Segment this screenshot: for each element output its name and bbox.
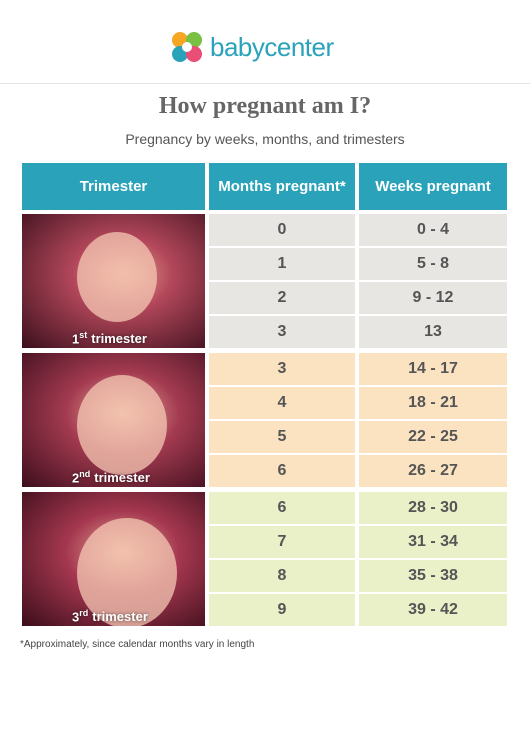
trimester-image: 1st trimester	[22, 214, 205, 348]
title: How pregnant am I?	[158, 93, 372, 119]
column-header: Weeks pregnant	[359, 163, 507, 210]
footnote: *Approximately, since calendar months va…	[20, 639, 255, 650]
fetus-shape	[77, 518, 177, 626]
weeks-cell: 35 - 38	[359, 560, 507, 592]
trimester-label-part: 3	[72, 609, 80, 624]
weeks-cell: 13	[359, 316, 507, 348]
separator	[0, 83, 530, 84]
logo-icon	[172, 32, 202, 62]
weeks-cell: 9 - 12	[359, 282, 507, 314]
trimester-image: 2nd trimester	[22, 353, 205, 487]
logo-text: babycenter	[210, 32, 334, 62]
trimester-label-part: trimester	[92, 609, 148, 624]
trimester-image: 3rd trimester	[22, 492, 205, 626]
weeks-cell: 14 - 17	[359, 353, 507, 385]
weeks-cell: 28 - 30	[359, 492, 507, 524]
weeks-cell: 26 - 27	[359, 455, 507, 487]
weeks-cell: 18 - 21	[359, 387, 507, 419]
months-cell: 3	[209, 316, 355, 348]
trimester-label: 1st trimester	[72, 330, 147, 346]
months-cell: 9	[209, 594, 355, 626]
trimester-label-part: 2	[72, 470, 80, 485]
fetus-shape	[77, 375, 167, 475]
months-cell: 5	[209, 421, 355, 453]
months-cell: 1	[209, 248, 355, 280]
months-cell: 0	[209, 214, 355, 246]
weeks-cell: 31 - 34	[359, 526, 507, 558]
fetus-shape	[77, 232, 157, 322]
months-cell: 8	[209, 560, 355, 592]
column-header: Months pregnant*	[209, 163, 355, 210]
trimester-label: 3rd trimester	[72, 608, 148, 624]
weeks-cell: 5 - 8	[359, 248, 507, 280]
months-cell: 7	[209, 526, 355, 558]
trimester-label-part: nd	[79, 468, 91, 479]
trimester-label-part: trimester	[94, 470, 150, 485]
months-cell: 4	[209, 387, 355, 419]
months-cell: 6	[209, 455, 355, 487]
months-cell: 6	[209, 492, 355, 524]
weeks-cell: 22 - 25	[359, 421, 507, 453]
months-cell: 2	[209, 282, 355, 314]
trimester-label-part: 1	[72, 331, 80, 346]
subtitle: Pregnancy by weeks, months, and trimeste…	[125, 131, 405, 147]
weeks-cell: 0 - 4	[359, 214, 507, 246]
column-header: Trimester	[22, 163, 205, 210]
trimester-label-part: st	[79, 329, 88, 340]
months-cell: 3	[209, 353, 355, 385]
trimester-label-part: trimester	[91, 331, 147, 346]
trimester-label-part: rd	[79, 607, 89, 618]
weeks-cell: 39 - 42	[359, 594, 507, 626]
trimester-label: 2nd trimester	[72, 469, 150, 485]
